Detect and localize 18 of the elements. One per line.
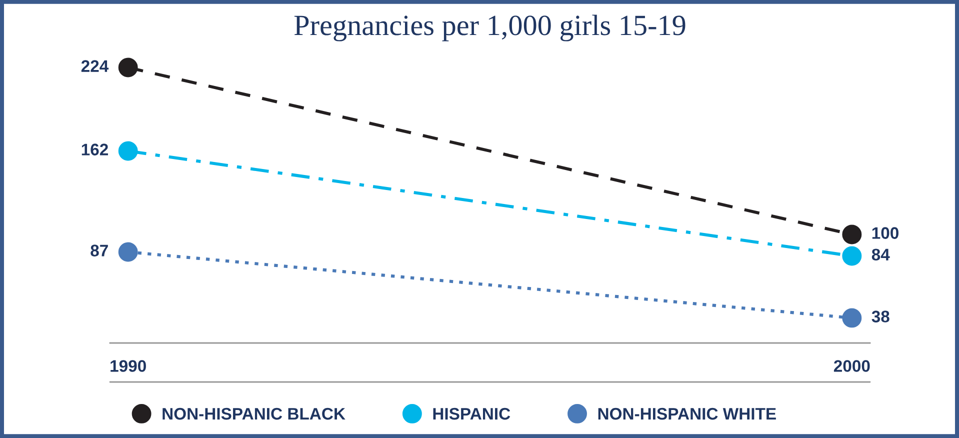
x-tick-label: 1990 [110,360,146,372]
data-label: 38 [872,310,890,322]
x-tick-label: 2000 [834,360,870,372]
point [118,141,138,161]
legend-label: NON-HISPANIC BLACK [162,408,346,420]
point [842,246,862,266]
point [842,224,862,244]
point [842,308,862,328]
data-label: 84 [872,248,890,260]
legend-label: NON-HISPANIC WHITE [598,408,776,420]
point [118,58,138,78]
chart-title: Pregnancies per 1,000 girls 15-19 [294,14,686,42]
data-label: 162 [82,144,108,156]
data-label: 224 [81,60,109,72]
legend-label: HISPANIC [433,408,510,420]
data-label: 87 [90,244,108,256]
point [118,242,138,262]
data-label: 100 [872,227,898,239]
